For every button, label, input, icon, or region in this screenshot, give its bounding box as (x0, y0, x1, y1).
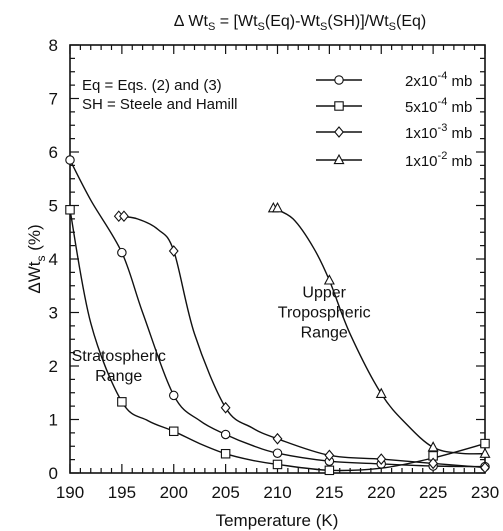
data-point-triangle (479, 447, 491, 458)
data-point-triangle (271, 202, 284, 213)
title-eq-mid2: (SH)]/Wt (327, 13, 389, 30)
data-point-circle (65, 155, 75, 165)
data-point-triangle (323, 274, 335, 285)
legend-symbol-triangle (333, 153, 345, 165)
y-tick-label: 6 (49, 143, 58, 162)
series-markers (65, 155, 491, 476)
legend-symbol-square (334, 101, 344, 111)
y-tick-label: 7 (49, 90, 58, 109)
y-label-unit: (%) (25, 224, 44, 255)
x-tick-label: 230 (471, 483, 499, 502)
legend-label-3: 1x10-3 mb (405, 122, 472, 142)
data-point-square (480, 438, 490, 449)
y-label-main: ΔWt (25, 261, 44, 293)
legend-symbol-diamond (334, 126, 344, 138)
y-tick-label: 5 (49, 197, 58, 216)
range-annotations: Stratospheric Range Upper Tropospheric Range (72, 285, 371, 386)
legend-marker-circle (334, 75, 344, 85)
annotation-line: Stratospheric (72, 348, 166, 365)
x-tick-label: 205 (211, 483, 239, 502)
data-point-square (324, 465, 335, 476)
note-sh: SH = Steele and Hamill (82, 96, 238, 113)
legend-label-4: 1x10-2 mb (405, 150, 472, 170)
data-point-circle (220, 429, 231, 440)
title-eq-close: (Eq) (396, 13, 426, 30)
series-line-square (69, 209, 486, 472)
data-point-diamond (376, 453, 387, 465)
legend-entry-2: 5x10-4 mb (316, 96, 472, 116)
data-point-square (117, 397, 127, 407)
title-sub-2: S (258, 21, 265, 33)
title-sub-1: S (208, 21, 215, 33)
series-line-triangle (272, 207, 486, 455)
data-point-circle (272, 448, 283, 458)
annotation-line: Range (301, 325, 348, 342)
title-sub-4: S (389, 21, 396, 33)
legend-entry-3: 1x10-3 mb (316, 122, 472, 142)
legend-marker-triangle (333, 153, 345, 165)
x-tick-label: 210 (263, 483, 291, 502)
data-point-square (272, 459, 283, 470)
x-tick-label: 220 (367, 483, 395, 502)
annotation-strat: Stratospheric Range (72, 348, 166, 385)
axis-ticks (69, 44, 486, 474)
legend-symbol-circle (334, 75, 344, 85)
x-tick-labels: 190 195 200 205 210 215 220 225 230 (56, 483, 499, 502)
chart-title: Δ WtS = [WtS(Eq)-WtS(SH)]/WtS(Eq) (174, 13, 427, 33)
y-tick-label: 2 (49, 357, 58, 376)
y-axis-label: ΔWts (%) (25, 224, 48, 293)
annotation-line: Tropospheric (278, 305, 371, 322)
title-wt: Wt (188, 13, 208, 30)
annotation-tropo: Upper Tropospheric Range (278, 285, 371, 342)
title-sub-3: S (320, 21, 327, 33)
data-point-circle (169, 390, 179, 401)
y-label-sub: s (34, 256, 48, 262)
data-point-diamond (119, 210, 129, 223)
legend-entry-1: 2x10-4 mb (316, 70, 472, 90)
y-tick-label: 3 (49, 304, 58, 323)
annotation-line: Upper (302, 285, 346, 302)
legend-label-2: 5x10-4 mb (405, 96, 472, 116)
y-tick-label: 8 (49, 36, 58, 55)
x-tick-label: 195 (108, 483, 136, 502)
title-eq-open: = [Wt (215, 13, 258, 30)
note-eq: Eq = Eqs. (2) and (3) (82, 77, 222, 94)
x-tick-label: 190 (56, 483, 84, 502)
legend-entry-4: 1x10-2 mb (316, 150, 472, 170)
annotation-line: Range (95, 368, 142, 385)
legend: 2x10-4 mb 5x10-4 mb 1x10-3 mb 1x10-2 mb (316, 70, 472, 170)
legend-marker-diamond (334, 126, 344, 138)
title-delta: Δ (174, 13, 185, 30)
x-tick-label: 215 (315, 483, 343, 502)
data-point-diamond (480, 461, 490, 474)
data-point-diamond (324, 449, 335, 462)
data-point-triangle (427, 441, 439, 452)
data-point-square (220, 448, 231, 459)
data-point-circle (117, 247, 127, 258)
data-point-square (65, 205, 75, 215)
data-point-diamond (272, 432, 283, 445)
x-tick-label: 200 (160, 483, 188, 502)
x-axis-label: Temperature (K) (216, 511, 339, 530)
y-tick-label: 1 (49, 411, 58, 430)
title-eq-mid1: (Eq)-Wt (265, 13, 321, 30)
data-point-triangle (375, 387, 387, 398)
y-tick-label: 4 (49, 250, 58, 269)
y-tick-labels: 0 1 2 3 4 5 6 7 8 (49, 36, 58, 483)
data-point-diamond (168, 245, 179, 257)
legend-marker-square (334, 101, 344, 111)
data-point-diamond (428, 457, 439, 470)
legend-label-1: 2x10-4 mb (405, 70, 472, 90)
x-tick-label: 225 (419, 483, 447, 502)
data-point-square (169, 426, 179, 437)
data-point-diamond (220, 401, 231, 414)
y-tick-label: 0 (49, 464, 58, 483)
